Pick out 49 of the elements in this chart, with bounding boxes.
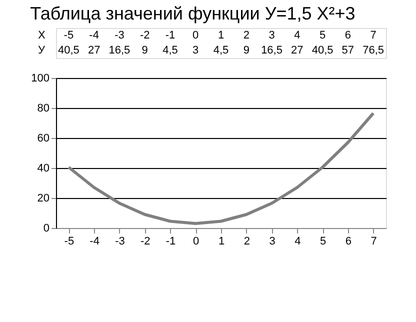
x-tick-label: 3	[269, 236, 276, 248]
y-tick-label: 0	[43, 222, 50, 234]
text: 40,5	[312, 44, 334, 56]
category-label: -5	[64, 30, 74, 42]
text: 76,5	[362, 44, 384, 56]
text: 27	[88, 44, 100, 56]
text: 16,5	[261, 44, 282, 56]
x-tick-label: 6	[345, 236, 352, 248]
text: 57	[342, 44, 354, 56]
category-label: 2	[243, 30, 250, 42]
text: 9	[243, 44, 250, 56]
x-tick-label: -5	[64, 236, 74, 248]
category-label: -3	[114, 30, 124, 42]
category-label: 5	[319, 30, 326, 42]
category-label: 3	[268, 30, 275, 42]
category-label: 7	[370, 30, 376, 42]
category-label: -2	[140, 30, 150, 42]
x-tick-label: -1	[166, 236, 176, 248]
text: 27	[291, 44, 304, 56]
y-tick-label: 60	[37, 132, 50, 144]
text: У	[38, 44, 46, 56]
category-label: 0	[192, 30, 199, 42]
y-tick-label: 20	[37, 192, 50, 204]
y-tick-label: 40	[37, 162, 50, 174]
x-tick-label: 5	[320, 236, 326, 248]
x-tick-label: 0	[193, 236, 200, 248]
text: X	[38, 30, 46, 42]
x-tick-label: -4	[90, 236, 100, 248]
text: 9	[142, 44, 148, 56]
x-tick-label: 2	[244, 236, 250, 248]
chart-title: Таблица значений функции У=1,5 X²+3	[30, 4, 356, 24]
text: 16,5	[108, 44, 130, 56]
y-tick-label: 80	[37, 102, 50, 114]
x-tick-label: -2	[140, 236, 150, 248]
text: 4,5	[213, 44, 229, 56]
category-label: 4	[294, 30, 300, 42]
x-tick-label: 7	[370, 236, 377, 248]
line-series	[67, 112, 375, 225]
x-tick-label: 1	[218, 236, 225, 248]
category-label: 1	[218, 30, 224, 42]
y-tick-label: 100	[31, 72, 50, 84]
x-tick-label: -3	[115, 236, 125, 248]
x-tick-label: 4	[294, 236, 301, 248]
category-label: -4	[89, 30, 99, 42]
text: 40,5	[58, 44, 80, 56]
text: 4,5	[162, 44, 178, 56]
category-label: 6	[344, 30, 351, 42]
category-label: -1	[165, 30, 176, 42]
text: 3	[192, 44, 199, 56]
